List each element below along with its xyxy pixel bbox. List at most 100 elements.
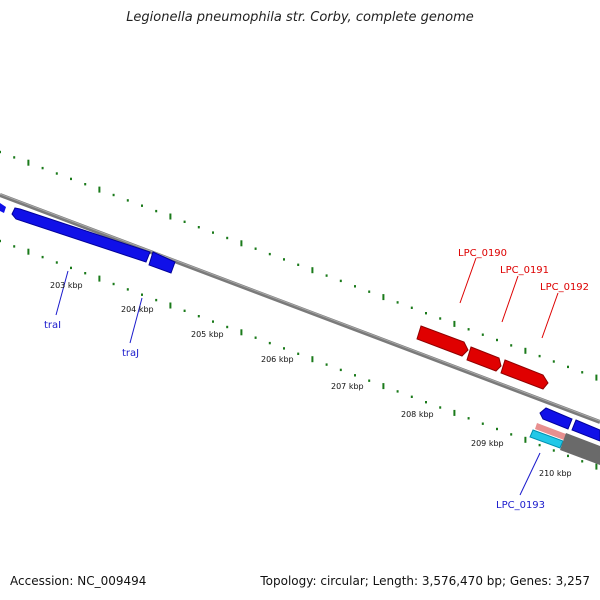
outer-tick: [55, 172, 58, 175]
label-traj: traJ: [122, 348, 139, 359]
kbp-label: 208 kbp: [401, 410, 434, 419]
outer-tick: [410, 306, 413, 309]
kbp-label: 209 kbp: [471, 439, 504, 448]
inner-tick: [410, 395, 413, 398]
outer-tick: [552, 360, 555, 363]
outer-tick: [439, 317, 442, 320]
outer-tick: [311, 267, 314, 274]
gene-reverse-right-2: [571, 419, 600, 442]
kbp-label: 203 kbp: [50, 281, 83, 290]
inner-tick: [240, 329, 243, 336]
kbp-label: 204 kbp: [121, 305, 154, 314]
inner-tick: [27, 248, 30, 255]
kbp-label: 207 kbp: [331, 382, 364, 391]
outer-tick: [297, 263, 300, 266]
gene-lpc-0190: [416, 325, 469, 357]
outer-tick: [268, 252, 271, 256]
inner-tick: [467, 417, 470, 420]
inner-tick: [183, 309, 186, 312]
inner-tick: [155, 298, 158, 302]
label-lpc-0192: LPC_0192: [540, 282, 589, 293]
outer-tick: [13, 156, 16, 159]
label-lpc-0190: LPC_0190: [458, 248, 507, 259]
inner-tick: [84, 272, 87, 275]
inner-tick: [254, 336, 257, 339]
outer-tick: [581, 371, 584, 374]
leader-lpc-0190: [459, 257, 477, 304]
gene-reverse-right: [539, 407, 573, 430]
inner-tick: [496, 427, 498, 431]
outer-tick: [368, 290, 371, 293]
inner-tick: [396, 390, 399, 393]
inner-tick: [226, 325, 229, 329]
outer-tick: [453, 320, 456, 327]
kbp-label: 210 kbp: [539, 469, 572, 478]
label-lpc-0191: LPC_0191: [500, 265, 549, 276]
outer-tick: [595, 374, 598, 381]
gene-reverse-edge: [0, 203, 6, 213]
inner-tick: [311, 356, 314, 363]
outer-tick: [0, 150, 1, 154]
outer-tick: [27, 159, 30, 166]
inner-tick: [297, 352, 300, 355]
outer-tick: [169, 213, 172, 220]
leader-lpc-0192: [541, 292, 559, 339]
gene-lpc-0191: [466, 346, 502, 372]
outer-tick: [283, 258, 285, 261]
inner-tick: [368, 379, 371, 382]
gene-lpc-0192: [500, 359, 549, 390]
outer-tick: [467, 328, 470, 331]
inner-tick: [169, 302, 172, 309]
inner-tick: [425, 401, 427, 404]
inner-tick: [439, 406, 442, 409]
inner-tick: [112, 282, 115, 286]
gene-traj: [148, 251, 176, 274]
leader-lpc-0193: [519, 452, 541, 496]
feature-gray-band: [560, 433, 600, 465]
outer-tick: [84, 183, 87, 186]
label-lpc-0193: LPC_0193: [496, 500, 545, 511]
genome-backbone: [0, 193, 600, 424]
kbp-label: 205 kbp: [191, 330, 224, 339]
outer-tick: [510, 344, 513, 347]
tick-marks: [0, 150, 598, 470]
leader-trai: [55, 270, 69, 316]
outer-tick: [212, 231, 214, 234]
feature-pink: [535, 423, 566, 440]
outer-tick: [112, 193, 115, 197]
outer-tick: [183, 220, 186, 223]
label-trai: traI: [44, 320, 61, 331]
outer-tick: [496, 338, 498, 342]
inner-tick: [126, 288, 129, 291]
inner-tick: [354, 374, 356, 377]
inner-tick: [98, 275, 101, 282]
outer-tick: [70, 177, 72, 181]
outer-tick: [141, 204, 143, 207]
outer-tick: [240, 240, 243, 247]
outer-tick: [396, 301, 399, 304]
outer-tick: [524, 347, 527, 354]
inner-tick: [0, 239, 1, 243]
kbp-label: 206 kbp: [261, 355, 294, 364]
outer-tick: [41, 166, 44, 170]
inner-tick: [524, 436, 527, 443]
leader-traj: [129, 297, 143, 344]
accession-text: Accession: NC_009494: [10, 574, 147, 588]
inner-tick: [268, 341, 271, 345]
outer-tick: [382, 294, 385, 301]
outer-tick: [155, 209, 158, 213]
genome-stats-text: Topology: circular; Length: 3,576,470 bp…: [260, 574, 590, 588]
inner-tick: [212, 320, 214, 323]
outer-tick: [339, 279, 342, 283]
outer-tick: [325, 274, 328, 277]
inner-tick: [141, 293, 143, 296]
outer-tick: [538, 354, 541, 358]
outer-tick: [98, 186, 101, 193]
inner-tick: [197, 315, 200, 318]
outer-tick: [425, 312, 427, 315]
outer-tick: [226, 236, 229, 240]
genome-title: Legionella pneumophila str. Corby, compl…: [126, 10, 474, 25]
outer-tick: [197, 226, 200, 229]
inner-tick: [41, 255, 44, 259]
